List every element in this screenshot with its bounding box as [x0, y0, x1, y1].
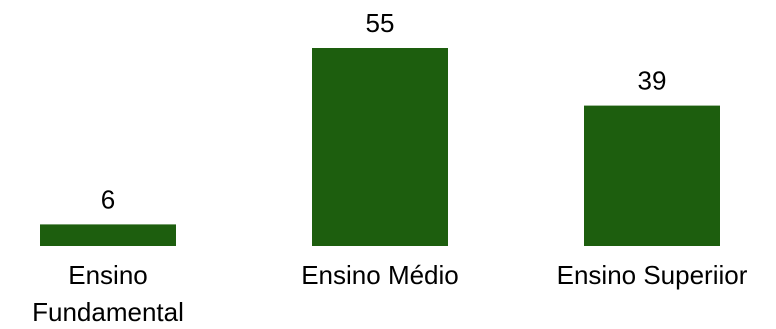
- bar-0: [40, 224, 176, 246]
- category-labels: Ensino Fundamental Ensino Médio Ensino Supe…: [32, 260, 748, 327]
- bar-2: [584, 105, 720, 246]
- bar-value-label-1: 55: [366, 8, 395, 38]
- category-label-0-line-0: Ensino: [68, 260, 148, 290]
- category-label-0-line-1: Fundamental: [32, 297, 184, 327]
- bars: [40, 48, 720, 246]
- bar-value-label-2: 39: [638, 66, 667, 96]
- category-label-1-line-0: Ensino Médio: [301, 260, 459, 290]
- bar-value-label-0: 6: [101, 184, 115, 214]
- category-label-2-line-0: Ensino Superiior: [557, 260, 748, 290]
- value-labels: 6 55 39: [101, 8, 667, 214]
- bar-1: [312, 48, 448, 246]
